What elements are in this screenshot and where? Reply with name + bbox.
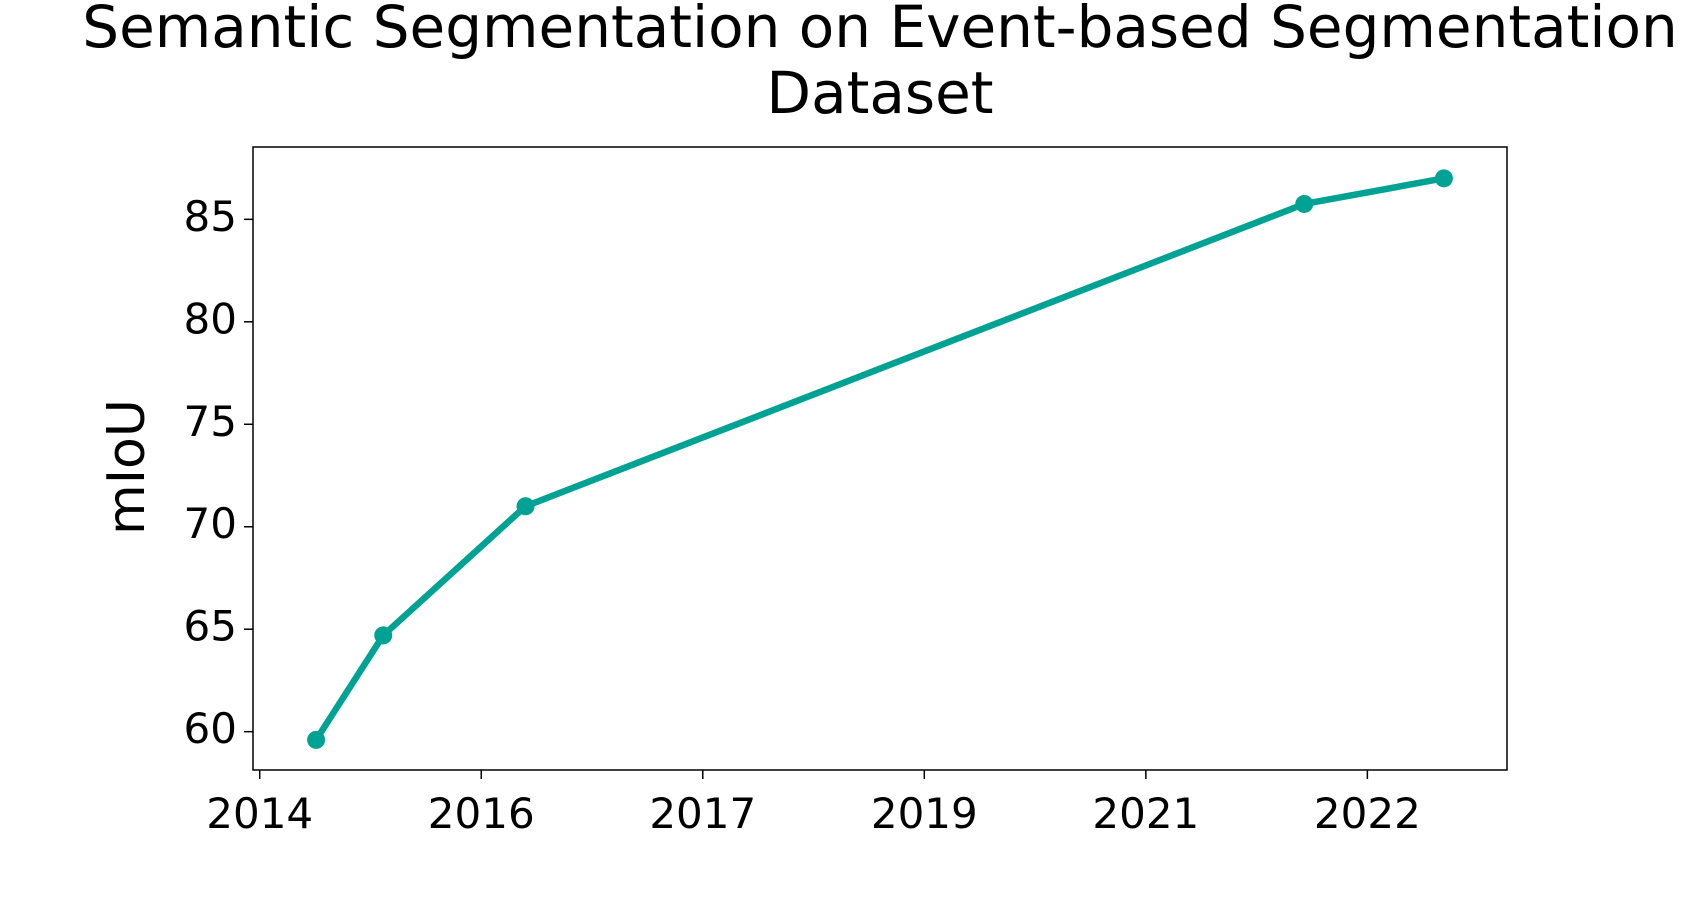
y-axis-label: mIoU (97, 399, 157, 535)
data-point (307, 730, 326, 749)
x-tick-label: 2019 (871, 789, 978, 838)
chart-title: Semantic Segmentation on Event-based Seg… (82, 0, 1678, 127)
data-point (516, 497, 535, 516)
x-tick-label: 2014 (206, 789, 313, 838)
y-tick-label: 60 (184, 704, 237, 753)
y-tick-label: 65 (184, 602, 237, 651)
x-tick-label: 2021 (1092, 789, 1199, 838)
x-tick-label: 2016 (428, 789, 535, 838)
data-point (1434, 169, 1453, 188)
data-line (313, 175, 1445, 742)
y-tick-label: 80 (184, 294, 237, 343)
plot-frame (252, 146, 1508, 771)
data-point (374, 626, 393, 645)
y-tick-label: 85 (184, 192, 237, 241)
y-tick-label: 70 (184, 499, 237, 548)
data-point (1295, 194, 1314, 213)
y-tick-label: 75 (184, 397, 237, 446)
x-tick-label: 2017 (649, 789, 756, 838)
x-tick-label: 2022 (1314, 789, 1421, 838)
